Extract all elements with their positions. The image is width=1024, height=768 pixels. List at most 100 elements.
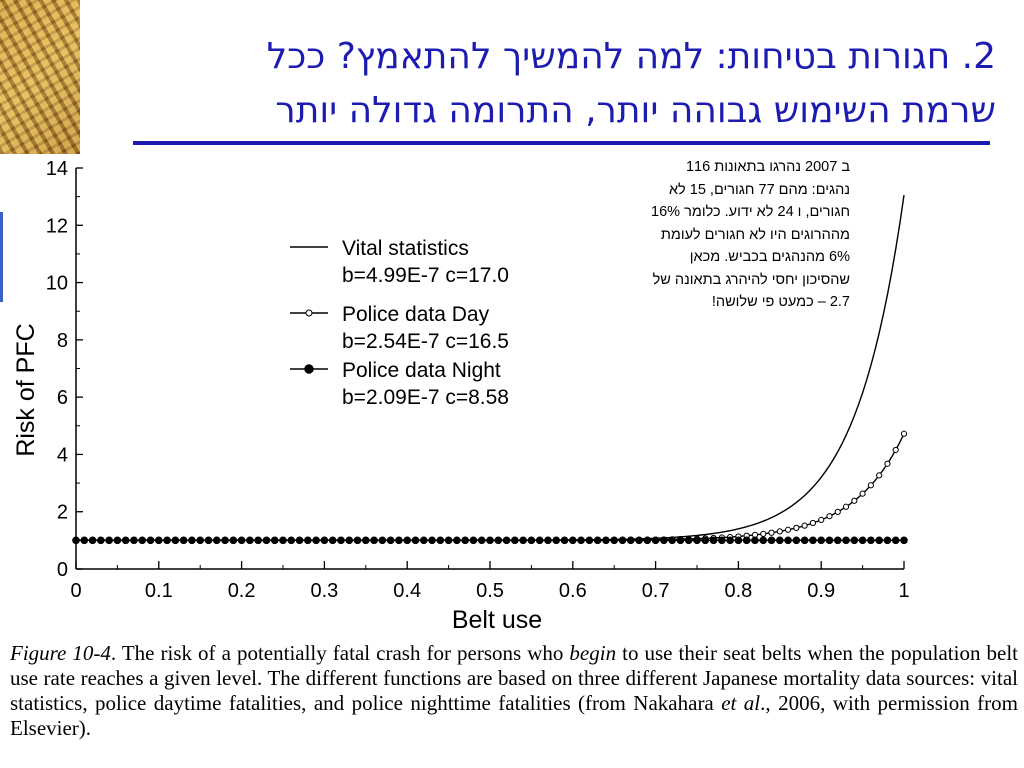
data-point: [833, 536, 842, 545]
title-underline: [133, 141, 990, 145]
data-point: [370, 536, 378, 545]
legend-params: b=2.54E-7 c=16.5: [342, 330, 509, 353]
y-tick-label: 8: [57, 330, 68, 352]
figure-caption: Figure 10-4. The risk of a potentially f…: [10, 641, 1018, 741]
data-point: [229, 536, 238, 545]
hebrew-annotation: ב 2007 נהרגו בתאונות 116 נהגים: מהם 77 חג…: [582, 156, 850, 314]
x-tick-label: 0.2: [228, 580, 256, 602]
data-point: [593, 536, 602, 545]
data-point: [477, 536, 486, 545]
data-point: [287, 536, 296, 545]
legend-params: b=4.99E-7 c=17.0: [342, 264, 509, 287]
data-point: [602, 536, 610, 545]
data-point: [428, 536, 436, 545]
x-tick-label: 0.9: [807, 580, 835, 602]
data-point: [386, 536, 395, 545]
data-point: [97, 536, 105, 545]
data-point: [892, 446, 899, 454]
data-point: [818, 516, 825, 523]
data-point: [155, 536, 163, 545]
data-point: [635, 536, 643, 545]
data-point: [254, 536, 262, 545]
y-tick-label: 10: [46, 273, 68, 295]
data-point: [511, 536, 519, 545]
annotation-line: שהסיכון יחסי להיהרג בתאונה של: [652, 271, 850, 288]
data-point: [792, 536, 801, 545]
annotation-line: נהגים: מהם 77 חגורים, 15 לא: [668, 181, 850, 198]
legend-entry: Vital statistics: [342, 237, 469, 260]
data-point: [834, 508, 841, 515]
data-point: [842, 503, 850, 510]
data-point: [121, 536, 130, 545]
data-point: [891, 536, 900, 545]
left-edge-mark: [0, 212, 3, 302]
data-point: [560, 536, 569, 545]
x-tick-label: 0.6: [559, 580, 587, 602]
belt-use-risk-chart: 0 2 4 6 8 10 12 14 0 0.1 0.2 0.3 0.4 0.5 0.6 0.7 0.8 0.9 1…: [12, 158, 910, 634]
caption-begin-word: begin: [569, 641, 617, 665]
data-point: [626, 536, 635, 545]
data-point: [809, 519, 817, 527]
data-point: [784, 526, 792, 533]
data-point: [776, 536, 784, 545]
data-point: [395, 536, 403, 545]
y-axis-label: Risk of PFC: [12, 323, 40, 456]
annotation-line: ב 2007 נהרגו בתאונות 116: [685, 159, 850, 175]
chart-axes: 0 2 4 6 8 10 12 14 0 0.1 0.2 0.3 0.4 0.5 0.6 0.7 0.8 0.9 1: [46, 158, 910, 602]
x-tick-label: 0.5: [476, 580, 504, 602]
data-point: [643, 536, 652, 545]
data-point: [751, 536, 759, 545]
legend-entry: Police data Night: [342, 359, 501, 382]
data-point: [826, 513, 833, 520]
data-point: [453, 536, 461, 545]
data-point: [809, 536, 817, 545]
data-point: [859, 490, 866, 497]
data-point: [842, 536, 850, 545]
data-point: [793, 524, 800, 531]
series-1: [72, 430, 908, 544]
data-point: [709, 536, 718, 545]
data-point: [701, 536, 710, 545]
data-point: [867, 482, 874, 489]
data-point: [486, 536, 494, 545]
data-point: [742, 536, 751, 545]
chart-series: [72, 195, 908, 545]
data-point: [403, 536, 412, 545]
x-tick-label: 0.3: [310, 580, 338, 602]
data-point: [585, 536, 594, 545]
caption-text-1: . The risk of a potentially fatal crash …: [110, 641, 570, 665]
data-point: [196, 536, 204, 545]
slide-title-line-2: שרמת השימוש גבוהה יותר, התרומה גדולה יות…: [275, 90, 996, 131]
legend-params: b=2.09E-7 c=8.58: [342, 386, 509, 409]
data-point: [436, 536, 445, 545]
data-point: [444, 536, 453, 545]
x-axis-label: Belt use: [452, 606, 542, 634]
data-point: [212, 536, 221, 545]
data-point: [850, 536, 859, 545]
data-point: [345, 536, 354, 545]
data-point: [246, 536, 254, 545]
y-tick-label: 4: [57, 444, 68, 466]
data-point: [221, 536, 229, 545]
data-point: [693, 536, 701, 545]
caption-text-3: ., 2006, with permission from Elsevier).: [10, 691, 1018, 740]
data-point: [784, 536, 792, 545]
data-point: [72, 536, 80, 545]
data-point: [204, 536, 213, 545]
chart-legend: Vital statistics b=4.99E-7 c=17.0 Police d…: [290, 237, 509, 409]
data-point: [825, 536, 834, 545]
data-point: [113, 536, 122, 545]
slide-title-line-1: 2. חגורות בטיחות: למה להמשיך להתאמץ? ככל: [266, 36, 996, 77]
series-line: [76, 433, 905, 542]
x-tick-label: 0: [70, 580, 81, 602]
data-point: [884, 460, 891, 467]
x-tick-label: 0.1: [145, 580, 173, 602]
data-point: [876, 472, 883, 479]
slide-title: 2. חגורות בטיחות: למה להמשיך להתאמץ? ככל…: [116, 30, 996, 138]
data-point: [577, 536, 585, 545]
data-point: [105, 536, 113, 545]
data-point: [668, 536, 676, 545]
data-point: [851, 497, 858, 504]
data-point: [544, 536, 552, 545]
data-point: [179, 536, 188, 545]
